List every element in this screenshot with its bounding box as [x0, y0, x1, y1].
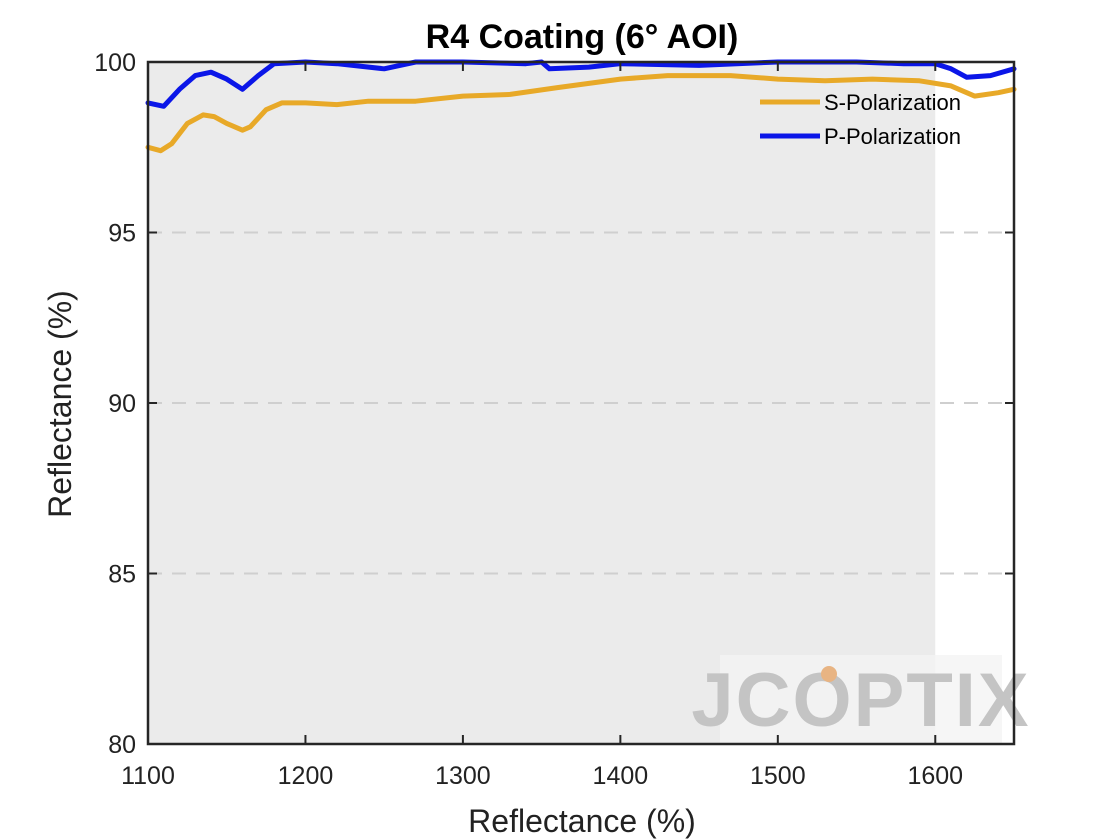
y-axis-label: Reflectance (%)	[42, 290, 78, 518]
chart-title: R4 Coating (6° AOI)	[426, 18, 739, 56]
watermark-backdrop	[720, 655, 1002, 743]
series-line-s-polarization	[145, 73, 1017, 154]
y-axis-ticks: 80 85 90 95 100	[94, 49, 1014, 759]
x-tick-label-1200: 1200	[278, 762, 334, 790]
grid-lines	[148, 231, 1014, 575]
y-tick-label-95: 95	[108, 220, 136, 248]
x-tick-label-1600: 1600	[907, 762, 963, 790]
legend: S-Polarization P-Polarization	[760, 90, 961, 149]
y-tick-label-85: 85	[108, 561, 136, 589]
y-tick-label-90: 90	[108, 390, 136, 418]
x-tick-label-1100: 1100	[121, 762, 175, 790]
x-tick-label-1300: 1300	[435, 762, 491, 790]
x-tick-label-1400: 1400	[593, 762, 649, 790]
watermark-text: JCOPTIX	[691, 658, 1030, 743]
x-axis-label: Reflectance (%)	[468, 803, 696, 839]
y-tick-label-80: 80	[108, 731, 136, 759]
x-tick-label-1500: 1500	[750, 762, 806, 790]
legend-label-0: S-Polarization	[824, 90, 961, 115]
y-tick-label-100: 100	[94, 49, 136, 77]
watermark-accent-dot	[821, 666, 837, 682]
x-axis-ticks: 1100 1200 1300 1400 1500 1600	[121, 62, 963, 790]
legend-label-1: P-Polarization	[824, 124, 961, 149]
watermark-logo: JCOPTIX	[691, 655, 1030, 743]
